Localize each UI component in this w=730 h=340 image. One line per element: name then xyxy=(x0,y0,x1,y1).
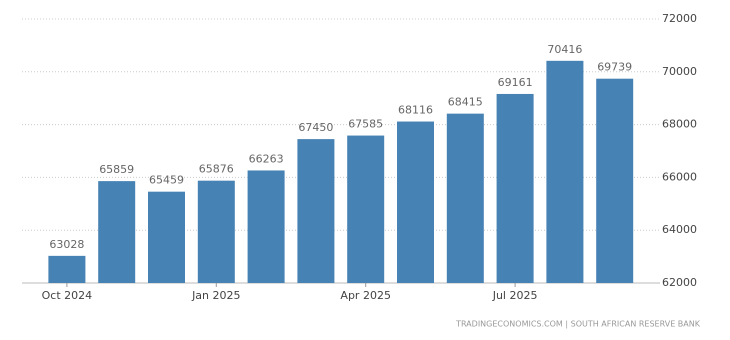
data-label: 70416 xyxy=(547,43,582,56)
bar xyxy=(546,60,584,284)
data-label: 65859 xyxy=(99,163,134,176)
y-tick-label: 68000 xyxy=(662,118,697,131)
data-label: 69739 xyxy=(597,61,632,74)
y-tick-label: 72000 xyxy=(662,12,697,25)
bar xyxy=(347,135,385,283)
x-tick-label: Oct 2024 xyxy=(42,289,93,302)
bar xyxy=(596,78,634,283)
data-label: 65876 xyxy=(199,163,234,176)
data-label: 67450 xyxy=(298,121,333,134)
data-label: 67585 xyxy=(348,118,383,131)
bar xyxy=(98,181,136,283)
data-label: 68116 xyxy=(398,104,433,117)
x-tick-label: Jan 2025 xyxy=(191,289,240,302)
data-label: 63028 xyxy=(49,238,84,251)
y-tick-label: 62000 xyxy=(662,276,697,289)
data-label: 69161 xyxy=(498,76,533,89)
x-tick-label: Apr 2025 xyxy=(340,289,391,302)
bar xyxy=(247,170,285,283)
bar xyxy=(446,113,484,283)
bar xyxy=(496,93,534,283)
y-tick-label: 66000 xyxy=(662,170,697,183)
bar xyxy=(197,180,235,283)
data-label: 65459 xyxy=(149,174,184,187)
y-tick-label: 64000 xyxy=(662,223,697,236)
x-tick-label: Jul 2025 xyxy=(492,289,538,302)
bar xyxy=(397,121,434,283)
source: TRADINGECONOMICS.COM | SOUTH AFRICAN RES… xyxy=(455,320,701,329)
data-label: 66263 xyxy=(249,152,284,165)
bar xyxy=(48,255,86,283)
y-tick-label: 70000 xyxy=(662,65,697,78)
bar xyxy=(297,139,335,283)
data-label: 68415 xyxy=(448,96,483,109)
bar xyxy=(148,191,185,283)
